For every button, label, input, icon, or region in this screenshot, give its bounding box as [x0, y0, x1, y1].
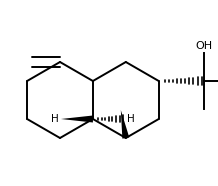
Polygon shape — [121, 110, 129, 139]
Polygon shape — [61, 116, 93, 123]
Text: OH: OH — [195, 41, 212, 51]
Text: H: H — [127, 114, 135, 124]
Text: H: H — [51, 114, 59, 124]
